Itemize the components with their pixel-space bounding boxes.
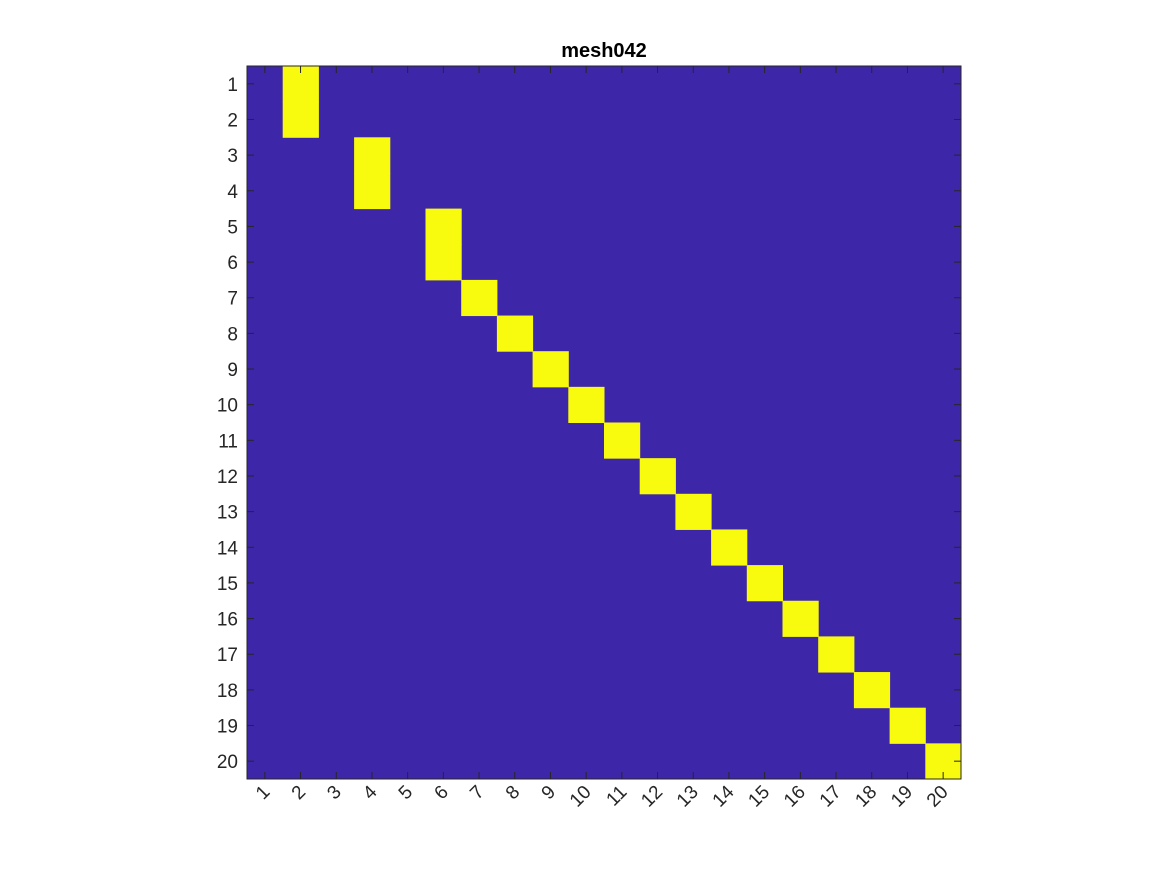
x-tick-label: 20 [923,782,953,812]
heatmap-cell [354,137,391,174]
y-tick-label: 4 [227,182,238,203]
x-tick-label: 1 [252,782,274,804]
x-tick-label: 10 [566,782,596,812]
heatmap-cell [711,529,748,566]
heatmap-cell [853,672,891,709]
y-tick-label: 11 [218,431,238,452]
x-tick-label: 16 [780,782,810,812]
y-tick-label: 6 [227,253,238,274]
y-tick-label: 18 [217,681,238,702]
heatmap-cell [496,315,534,352]
y-tick-label: 1 [227,75,238,96]
x-tick-label: 13 [673,782,703,812]
x-tick-label: 8 [502,782,524,804]
heatmap-cell [639,458,676,495]
y-tick-label: 9 [227,360,238,381]
y-tick-label: 7 [227,289,238,310]
chart-title: mesh042 [561,40,647,62]
cells-layer [247,66,962,780]
y-tick-label: 3 [227,146,238,167]
heatmap-cell [675,493,712,530]
y-tick-label: 14 [217,538,239,559]
x-tick-label: 3 [323,782,345,804]
x-tick-label: 9 [538,782,560,804]
x-tick-label: 12 [637,782,667,812]
x-tick-label: 4 [359,781,382,804]
heatmap-cell [354,172,391,210]
y-tick-label: 15 [217,574,238,595]
heatmap-cell [425,244,462,281]
heatmap-cell [425,208,462,245]
y-tick-label: 20 [217,752,238,773]
x-tick-label: 6 [431,782,453,804]
x-tick-label: 11 [603,782,632,811]
x-tick-label: 18 [851,782,881,812]
heatmap-cell [568,386,605,423]
y-tick-label: 12 [217,467,238,488]
y-tick-label: 10 [217,396,238,417]
heatmap-cell [746,565,783,602]
heatmap-cell [604,422,641,459]
x-tick-label: 19 [887,782,917,812]
heatmap-cell [889,707,926,744]
heatmap-cell [532,351,569,388]
x-tick-label: 5 [395,782,417,804]
y-tick-label: 8 [227,324,238,345]
heatmap-cell [782,600,819,637]
x-tick-label: 15 [744,782,774,812]
y-tick-label: 2 [227,110,238,131]
x-tick-label: 7 [466,782,488,804]
heatmap-cell [282,101,319,138]
x-tick-label: 14 [709,781,739,811]
heatmap-cell [818,636,855,673]
axes-box [246,65,962,780]
heatmap-cell [461,279,498,317]
y-tick-label: 16 [217,610,238,631]
ticks-layer [246,65,962,780]
y-tick-label: 19 [217,717,238,738]
x-tick-label: 17 [816,782,846,812]
x-tick-label: 2 [288,782,310,804]
y-tick-label: 5 [227,217,238,238]
y-tick-label: 13 [217,503,238,524]
y-tick-label: 17 [217,645,238,666]
